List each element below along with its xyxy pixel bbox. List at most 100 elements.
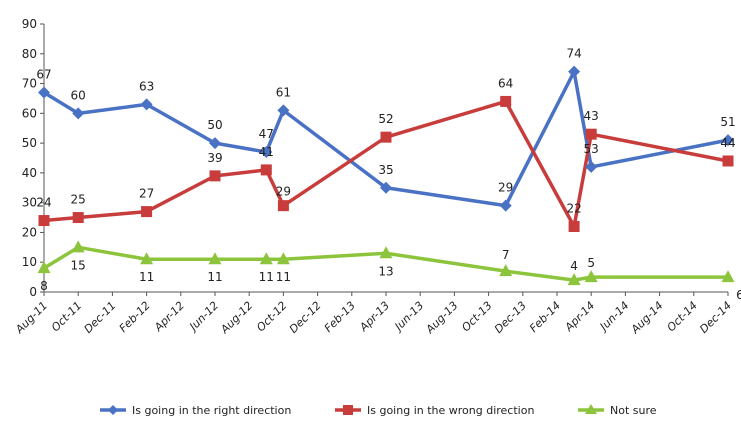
y-tick-label: 70 [22,77,37,91]
x-tick-label: Aug-14 [628,299,666,337]
data-label: 41 [259,145,274,159]
x-tick-label: Apr-14 [562,299,598,335]
x-tick-label: Dec-14 [697,299,734,336]
x-tick-label: Dec-12 [287,299,324,336]
legend-swatch-marker [108,405,118,415]
x-tick-label: Aug-12 [218,299,256,337]
legend-label: Not sure [610,404,657,417]
data-label: 52 [378,112,393,126]
y-tick-label: 60 [22,106,37,120]
data-point-marker [38,215,50,227]
data-point-marker [499,264,513,277]
data-point-marker [37,261,51,274]
data-label: 5 [587,256,595,270]
data-label: 11 [207,270,222,284]
data-label: 24 [36,196,51,210]
data-label: 44 [720,136,735,150]
data-point-marker [379,246,393,259]
data-label: 47 [259,127,274,141]
data-point-marker [380,131,392,143]
data-label: 15 [71,258,86,272]
x-tick-label: Oct-12 [254,299,289,334]
data-label: 35 [378,163,393,177]
x-tick-label: Oct-13 [459,299,494,334]
data-label: 7 [502,248,510,262]
legend-label: Is going in the wrong direction [367,404,534,417]
data-label: 61 [276,85,291,99]
x-tick-label: Dec-11 [82,299,119,336]
data-point-marker [722,155,734,167]
y-tick-label: 90 [22,17,37,31]
legend-label: Is going in the right direction [132,404,291,417]
y-tick-label: 40 [22,166,37,180]
data-point-marker [260,164,272,176]
series-markers [37,65,735,286]
data-label: 60 [71,88,86,102]
data-label: 27 [139,187,154,201]
legend: Is going in the right direction Is going … [100,404,657,417]
data-point-marker [260,146,273,159]
data-label: 53 [584,142,599,156]
data-label: 64 [498,76,513,90]
data-point-marker [568,65,581,78]
y-tick-label: 10 [22,255,37,269]
y-tick-label: 20 [22,225,37,239]
data-label: 74 [566,47,581,61]
data-point-marker [499,199,512,212]
data-point-marker [722,134,734,147]
data-label: 29 [498,181,513,195]
x-tick-label: Jun-13 [391,299,426,334]
x-tick-label: Apr-12 [151,299,187,335]
data-label: 50 [207,118,222,132]
data-point-marker [380,181,392,194]
legend-swatch-marker [343,405,353,415]
data-label: 6 [736,288,741,302]
data-label: 63 [139,79,154,93]
data-label: 22 [566,201,581,215]
data-point-marker [500,95,512,107]
x-tick-label: Aug-13 [423,299,461,337]
data-point-marker [72,212,84,224]
data-point-marker [259,252,273,265]
y-axis-ticks: 0 10 20 30 40 50 60 70 80 90 [22,17,44,299]
data-point-marker [141,206,153,218]
data-label: 25 [71,193,86,207]
x-tick-label: Feb-12 [117,299,153,335]
y-tick-label: 50 [22,136,37,150]
data-point-marker [209,170,221,182]
y-tick-label: 0 [29,285,37,299]
data-label: 11 [276,270,291,284]
data-point-marker [585,128,597,140]
data-point-marker [276,252,290,265]
x-tick-label: Jun-12 [186,299,221,334]
data-point-marker [584,270,598,283]
x-tick-label: Oct-14 [665,299,700,334]
y-tick-label: 80 [22,47,37,61]
x-tick-label: Apr-13 [356,299,392,335]
x-tick-label: Feb-14 [527,299,563,335]
x-tick-label: Feb-13 [322,299,358,335]
data-point-marker [71,240,85,253]
data-label: 13 [378,264,393,278]
data-point-marker [140,98,153,111]
data-point-marker [568,220,580,232]
data-point-marker [140,252,154,265]
data-point-marker [277,200,289,212]
x-tick-label: Jun-14 [596,299,631,334]
x-tick-label: Oct-11 [49,299,84,334]
x-tick-label: Dec-13 [492,299,529,336]
data-label: 8 [40,279,48,293]
y-tick-label: 30 [22,196,37,210]
data-label: 43 [584,109,599,123]
data-label: 67 [36,67,51,81]
data-label: 11 [259,270,274,284]
data-label: 39 [207,151,222,165]
data-point-marker [721,270,735,283]
data-label: 4 [570,259,578,273]
data-label: 51 [720,115,735,129]
data-point-marker [209,137,221,150]
data-point-marker [277,104,290,117]
